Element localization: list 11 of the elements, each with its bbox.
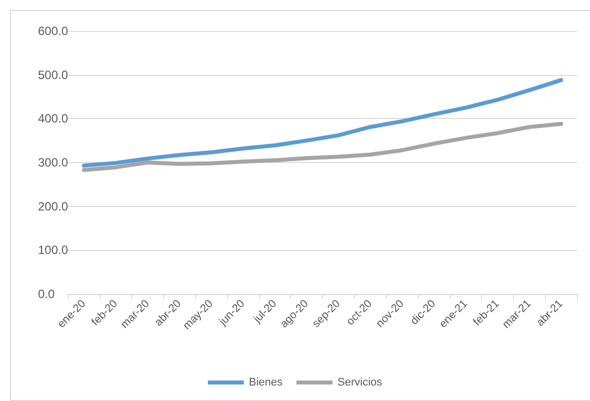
- y-tick-label: 300.0: [38, 156, 68, 170]
- line-series: [82, 78, 564, 168]
- y-tick-label: 200.0: [38, 199, 68, 214]
- y-tick-label: 400.0: [38, 112, 68, 126]
- y-tick-label: 100.0: [38, 243, 68, 258]
- legend-label: Servicios: [338, 376, 383, 388]
- line-series: [82, 122, 564, 172]
- legend-label: Bienes: [248, 376, 284, 388]
- y-tick-label: 0.0: [38, 287, 56, 301]
- y-tick-label: 500.0: [38, 68, 68, 82]
- y-tick-label: 600.0: [38, 24, 68, 38]
